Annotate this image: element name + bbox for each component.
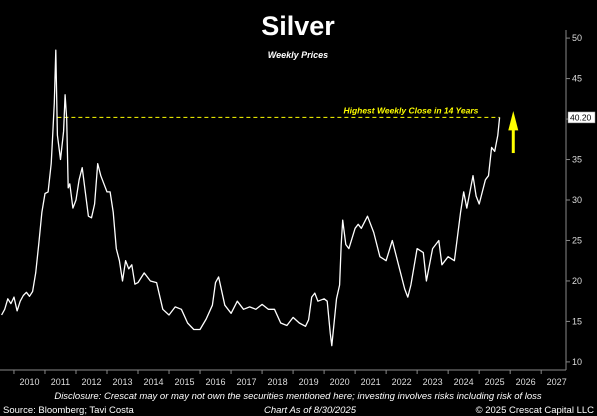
y-tick-label: 30	[572, 195, 582, 205]
reference-line-label: Highest Weekly Close in 14 Years	[343, 105, 478, 115]
source-text: Source: Bloomberg; Tavi Costa	[3, 405, 134, 416]
x-tick-label: 2010	[19, 377, 39, 387]
x-tick-label: 2015	[175, 377, 195, 387]
x-axis-ticks: 2010 2011 2012 2013 2014 2015 2016 2017 2018 2019…	[13, 370, 567, 387]
x-tick-label: 2021	[361, 377, 381, 387]
disclosure-text: Disclosure: Crescat may or may not own t…	[54, 391, 542, 402]
chart-as-of-text: Chart As of 8/30/2025	[264, 405, 357, 416]
x-tick-label: 2027	[547, 377, 567, 387]
x-tick-label: 2014	[144, 377, 164, 387]
y-tick-label: 25	[572, 235, 582, 245]
x-tick-label: 2024	[454, 377, 474, 387]
x-tick-label: 2023	[423, 377, 443, 387]
x-tick-label: 2017	[237, 377, 257, 387]
copyright-text: © 2025 Crescat Capital LLC	[476, 405, 595, 416]
chart-subtitle: Weekly Prices	[268, 50, 328, 60]
x-tick-label: 2026	[516, 377, 536, 387]
y-tick-label: 20	[572, 276, 582, 286]
last-value-label: 40.20	[570, 112, 592, 122]
y-axis-ticks: 101520253035404550	[566, 33, 582, 367]
series-line	[1, 49, 501, 347]
chart-title: Silver	[261, 11, 335, 41]
x-tick-label: 2012	[81, 377, 101, 387]
last-value-badge: 40.20	[567, 111, 596, 124]
y-tick-label: 15	[572, 316, 582, 326]
yellow-up-arrow-icon	[508, 110, 519, 154]
x-tick-label: 2011	[51, 377, 70, 387]
x-tick-label: 2020	[330, 377, 350, 387]
x-tick-label: 2016	[206, 377, 226, 387]
y-tick-label: 45	[572, 74, 582, 84]
x-tick-label: 2018	[268, 377, 288, 387]
x-tick-label: 2013	[112, 377, 132, 387]
x-tick-label: 2019	[299, 377, 319, 387]
y-tick-label: 35	[572, 155, 582, 165]
y-tick-label: 50	[572, 33, 582, 43]
x-tick-label: 2022	[392, 377, 412, 387]
x-tick-label: 2025	[485, 377, 505, 387]
y-tick-label: 10	[572, 357, 582, 367]
plot-frame	[0, 30, 567, 371]
